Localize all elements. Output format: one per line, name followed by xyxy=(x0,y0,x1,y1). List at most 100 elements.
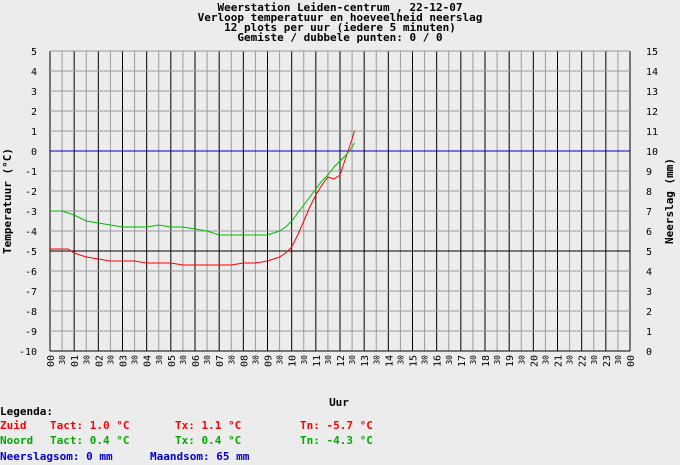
legend-zuid-tx: Tx: 1.1 °C xyxy=(175,419,242,432)
x-tick-label: 16 xyxy=(433,355,444,367)
x-half-tick-label: 30 xyxy=(131,355,140,365)
y-tick-label: -8 xyxy=(25,307,37,318)
x-tick-label: 13 xyxy=(360,355,371,367)
y-tick-label: -10 xyxy=(19,347,37,358)
y2-tick-label: 13 xyxy=(646,87,658,98)
x-half-tick-label: 30 xyxy=(541,355,550,365)
x-tick-label: 09 xyxy=(264,355,275,367)
x-half-tick-label: 30 xyxy=(106,355,115,365)
legend-zuid-tact: Tact: 1.0 °C xyxy=(50,419,130,432)
y-tick-label: -5 xyxy=(25,247,37,258)
y2-tick-label: 5 xyxy=(646,247,652,258)
legend-zuid-tn: Tn: -5.7 °C xyxy=(300,419,373,432)
y2-axis-label: Neerslag (mm) xyxy=(663,158,676,244)
temperature-rain-chart: 543210-1-2-3-4-5-6-7-8-9-101514131211109… xyxy=(1,47,676,409)
y2-tick-label: 3 xyxy=(646,287,652,298)
y2-tick-label: 7 xyxy=(646,207,652,218)
series-line-noord xyxy=(50,142,355,236)
series-line-zuid xyxy=(50,130,355,266)
y-tick-label: -6 xyxy=(25,267,37,278)
y2-tick-label: 6 xyxy=(646,227,652,238)
y2-tick-label: 9 xyxy=(646,167,652,178)
x-half-tick-label: 30 xyxy=(421,355,430,365)
x-half-tick-label: 30 xyxy=(179,355,188,365)
x-half-tick-label: 30 xyxy=(493,355,502,365)
x-half-tick-label: 30 xyxy=(566,355,575,365)
y2-tick-label: 8 xyxy=(646,187,652,198)
x-half-tick-label: 30 xyxy=(469,355,478,365)
x-tick-label: 19 xyxy=(505,355,516,367)
y-tick-label: -1 xyxy=(25,167,37,178)
x-half-tick-label: 30 xyxy=(590,355,599,365)
x-tick-label: 18 xyxy=(481,355,492,367)
y-tick-label: -7 xyxy=(25,287,37,298)
legend-noord-tx: Tx: 0.4 °C xyxy=(175,434,242,447)
x-tick-label: 01 xyxy=(70,355,81,367)
x-half-tick-label: 30 xyxy=(372,355,381,365)
rain-month-total: Maandsom: 65 mm xyxy=(150,450,250,463)
legend-noord-tact: Tact: 0.4 °C xyxy=(50,434,130,447)
y-tick-label: 0 xyxy=(31,147,37,158)
y2-tick-label: 12 xyxy=(646,107,658,118)
x-tick-label: 14 xyxy=(384,355,395,367)
y2-tick-label: 0 xyxy=(646,347,652,358)
x-tick-label: 08 xyxy=(239,355,250,367)
legend-zuid-name: Zuid xyxy=(0,419,27,432)
y2-tick-label: 2 xyxy=(646,307,652,318)
legend-noord-tn: Tn: -4.3 °C xyxy=(300,434,373,447)
x-half-tick-label: 30 xyxy=(348,355,357,365)
x-tick-label: 22 xyxy=(578,355,589,367)
x-half-tick-label: 30 xyxy=(396,355,405,365)
x-tick-label: 06 xyxy=(191,355,202,367)
x-half-tick-label: 30 xyxy=(58,355,67,365)
rain-day-total: Neerslagsom: 0 mm xyxy=(0,450,113,463)
y2-tick-label: 11 xyxy=(646,127,658,138)
y-tick-label: 5 xyxy=(31,47,37,58)
x-tick-label: 17 xyxy=(457,355,468,367)
x-tick-label: 02 xyxy=(94,355,105,367)
x-tick-label: 07 xyxy=(215,355,226,367)
y-tick-label: 1 xyxy=(31,127,37,138)
x-tick-label: 05 xyxy=(167,355,178,367)
y2-tick-label: 4 xyxy=(646,267,652,278)
x-tick-label: 15 xyxy=(409,355,420,367)
x-tick-label: 11 xyxy=(312,355,323,367)
y2-tick-label: 10 xyxy=(646,147,658,158)
x-half-tick-label: 30 xyxy=(614,355,623,365)
y-tick-label: -4 xyxy=(25,227,37,238)
x-tick-label: 21 xyxy=(554,355,565,367)
x-tick-label: 20 xyxy=(529,355,540,367)
x-tick-label: 12 xyxy=(336,355,347,367)
x-half-tick-label: 30 xyxy=(203,355,212,365)
x-tick-label: 10 xyxy=(288,355,299,367)
x-half-tick-label: 30 xyxy=(517,355,526,365)
x-tick-label: 23 xyxy=(602,355,613,367)
x-half-tick-label: 30 xyxy=(445,355,454,365)
chart-grid xyxy=(49,50,631,352)
chart-subtitle: 12 plots per uur (iedere 5 minuten) xyxy=(224,21,456,34)
x-axis-label: Uur xyxy=(329,396,349,409)
station-title: Weerstation Leiden-centrum , 22-12-07 xyxy=(217,1,463,14)
y-tick-label: 3 xyxy=(31,87,37,98)
y-tick-label: -3 xyxy=(25,207,37,218)
y-tick-label: -9 xyxy=(25,327,37,338)
series-lines xyxy=(50,130,355,266)
x-half-tick-label: 30 xyxy=(155,355,164,365)
chart-title: Verloop temperatuur en hoeveelheid neers… xyxy=(197,11,483,24)
y2-tick-label: 15 xyxy=(646,47,658,58)
legend-title: Legenda: xyxy=(0,405,53,418)
x-tick-label: 00 xyxy=(626,355,637,367)
x-tick-label: 00 xyxy=(46,355,57,367)
reference-lines xyxy=(50,150,630,352)
x-half-tick-label: 30 xyxy=(276,355,285,365)
x-half-tick-label: 30 xyxy=(324,355,333,365)
y-axis-label: Temperatuur (°C) xyxy=(1,148,14,254)
x-tick-label: 03 xyxy=(119,355,130,367)
missing-points-note: Gemiste / dubbele punten: 0 / 0 xyxy=(237,31,443,44)
x-half-tick-label: 30 xyxy=(82,355,91,365)
x-half-tick-label: 30 xyxy=(300,355,309,365)
x-tick-label: 04 xyxy=(143,355,154,367)
y-tick-label: -2 xyxy=(25,187,37,198)
y-tick-label: 2 xyxy=(31,107,37,118)
